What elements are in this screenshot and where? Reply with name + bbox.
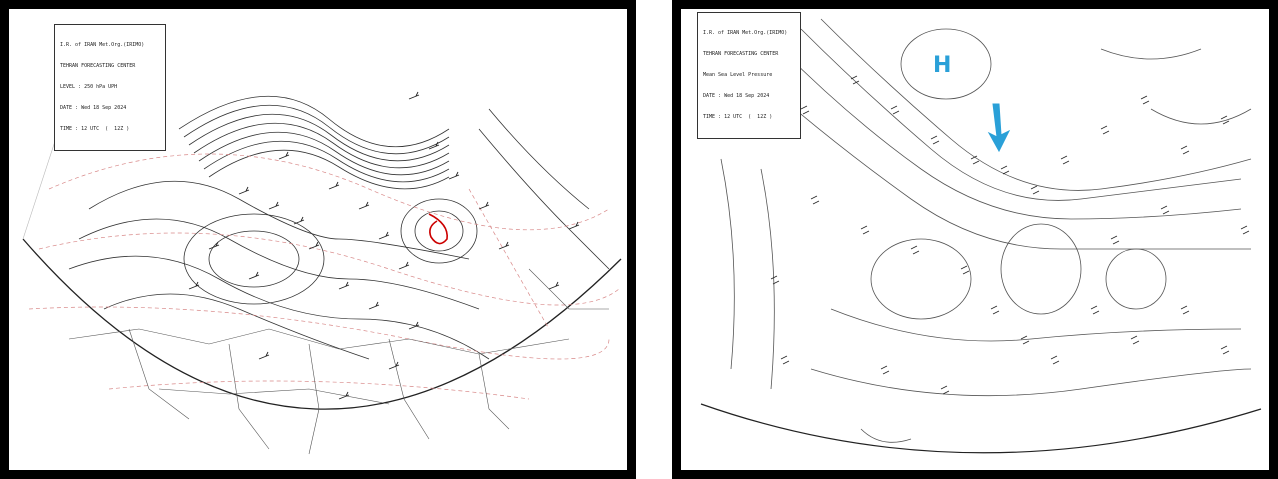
map-projection-side-left <box>22 128 60 240</box>
isobar-lines <box>720 18 1252 443</box>
legend-level: Mean Sea Level Pressure <box>703 72 773 78</box>
blue-arrow-annotation <box>987 103 1011 153</box>
legend-org: I.R. of IRAN Met.Org.(IRIMO) <box>703 30 788 36</box>
country-borders <box>68 268 609 455</box>
legend-date: DATE : Wed 18 Sep 2024 <box>703 93 770 99</box>
upper-air-map-panel: I.R. of IRAN Met.Org.(IRIMO) TEHRAN FORE… <box>0 0 636 479</box>
height-contours <box>68 95 610 360</box>
legend-center: TEHRAN FORECASTING CENTER <box>703 51 779 57</box>
legend-level: LEVEL : 250 hPa UPH <box>60 84 118 90</box>
high-pressure-label: H <box>933 53 951 78</box>
legend-time: TIME : 12 UTC ( 12Z ) <box>703 114 773 120</box>
wind-barbs <box>188 91 580 400</box>
surface-pressure-map-panel: H I.R. of IRAN Met.Org.(IRIMO) TEHRAN FO… <box>672 0 1278 479</box>
legend-date: DATE : Wed 18 Sep 2024 <box>60 105 127 111</box>
legend-center: TEHRAN FORECASTING CENTER <box>60 63 136 69</box>
legend-org: I.R. of IRAN Met.Org.(IRIMO) <box>60 42 145 48</box>
chart-legend-box: I.R. of IRAN Met.Org.(IRIMO) TEHRAN FORE… <box>54 24 166 151</box>
station-plots <box>770 75 1250 395</box>
legend-time: TIME : 12 UTC ( 12Z ) <box>60 126 130 132</box>
isotherm-lines <box>28 153 620 400</box>
chart-legend-box: I.R. of IRAN Met.Org.(IRIMO) TEHRAN FORE… <box>697 12 801 139</box>
upper-air-chart <box>22 91 622 455</box>
surface-pressure-chart: H <box>700 18 1262 454</box>
map-projection-edge <box>22 238 622 410</box>
map-projection-edge <box>700 403 1262 454</box>
low-center-highlight <box>428 213 448 245</box>
